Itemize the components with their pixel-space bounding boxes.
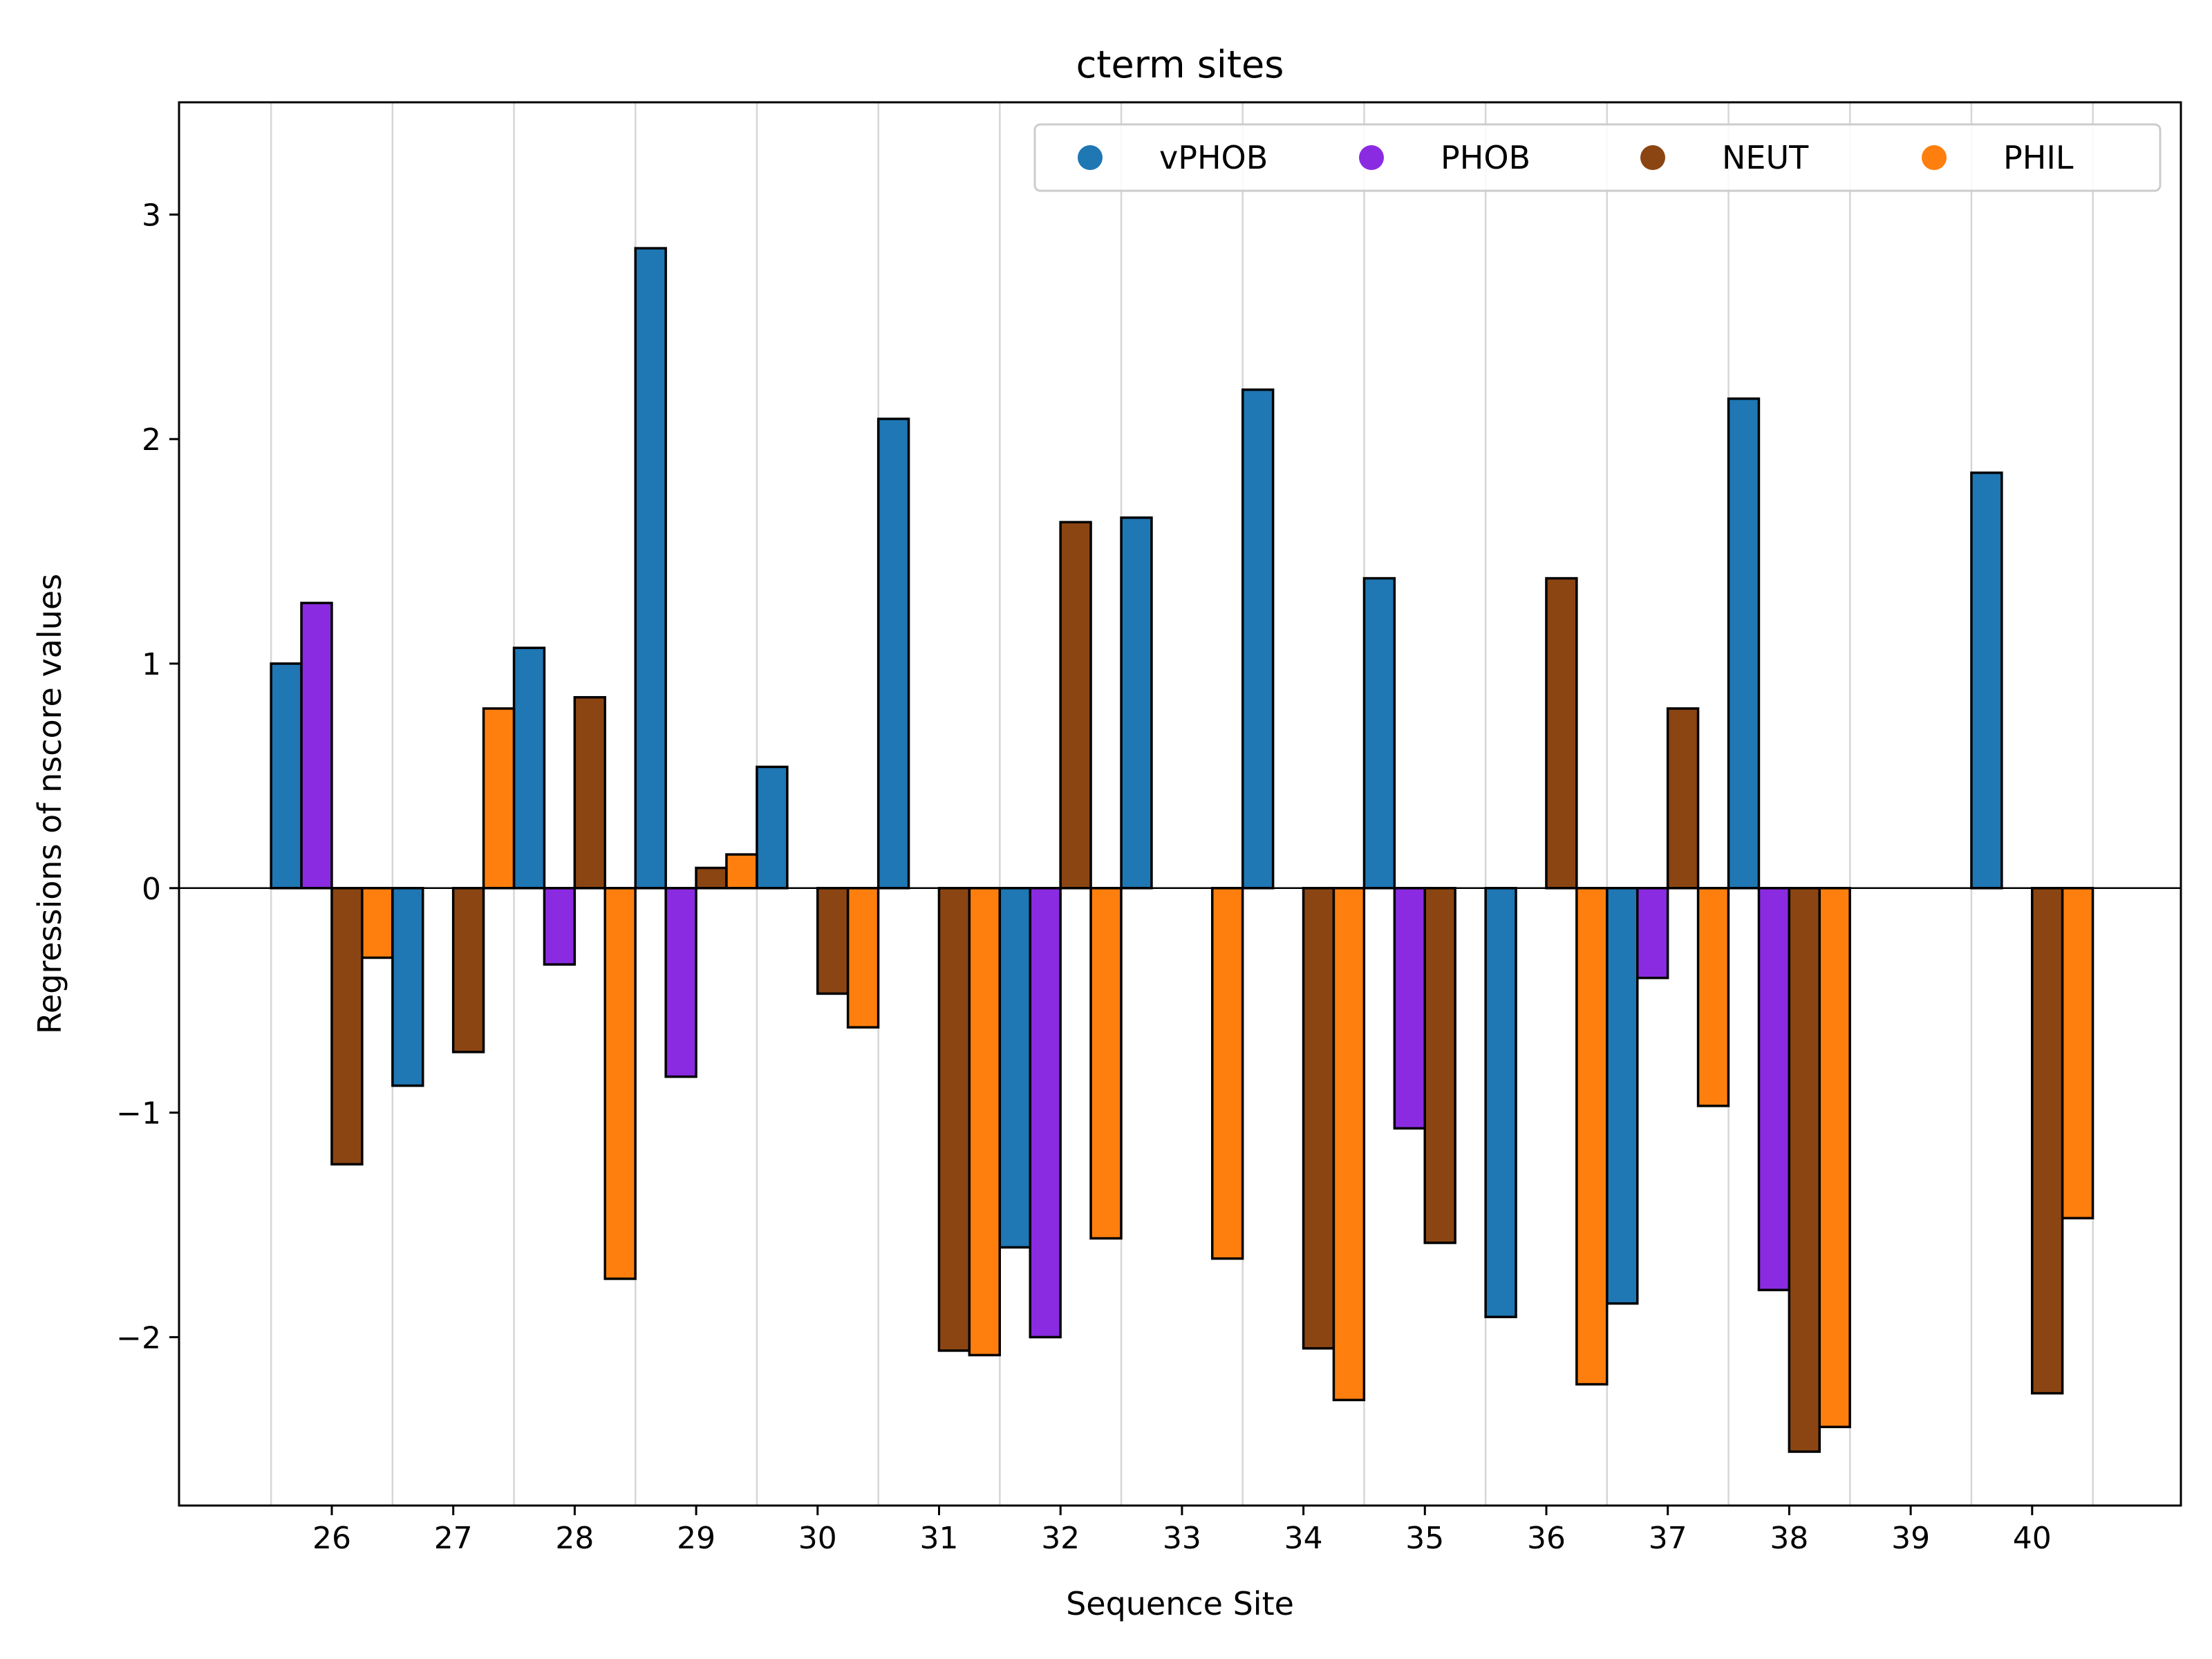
y-tick-label: 1: [142, 647, 161, 682]
x-tick-label: 29: [677, 1521, 715, 1556]
x-tick-label: 33: [1163, 1521, 1201, 1556]
bar-phil-26: [361, 887, 394, 959]
bar-phob-32: [1029, 887, 1062, 1339]
y-tick-label: 2: [142, 422, 161, 458]
x-tick-label: 39: [1891, 1521, 1930, 1556]
bar-phil-40: [2061, 887, 2094, 1220]
bar-vphob-33: [1120, 516, 1153, 890]
y-axis-label: Regressions of nscore values: [31, 574, 68, 1034]
bar-vphob-36: [1484, 887, 1517, 1318]
bar-phob-37: [1636, 887, 1669, 980]
y-tick-label: −2: [116, 1320, 161, 1356]
axis-ticks: 26 27 28 29 30 31 32 33 34 35 36 37 38 39 40 −2 −1 0 1 2 3: [116, 198, 2052, 1556]
x-tick-label: 40: [2013, 1521, 2052, 1556]
bar-neut-27: [451, 887, 485, 1053]
y-tick-label: −1: [116, 1096, 161, 1132]
bar-neut-34: [1302, 887, 1335, 1350]
legend: vPHOB PHOB NEUT PHIL: [1033, 123, 2162, 192]
bar-phil-36: [1575, 887, 1609, 1386]
x-tick-label: 30: [798, 1521, 837, 1556]
legend-marker-phob: [1359, 145, 1384, 170]
x-tick-label: 35: [1405, 1521, 1444, 1556]
x-tick-label: 32: [1041, 1521, 1080, 1556]
x-tick-label: 34: [1284, 1521, 1323, 1556]
legend-box: [1033, 123, 2162, 192]
legend-marker-vphob: [1078, 145, 1103, 170]
bar-phil-31: [968, 887, 1001, 1357]
bar-phil-33: [1211, 887, 1244, 1260]
x-tick-label: 38: [1770, 1521, 1808, 1556]
bar-vphob-28: [512, 646, 546, 890]
x-tick-label: 37: [1649, 1521, 1687, 1556]
bar-neut-37: [1666, 707, 1700, 890]
bar-neut-29: [695, 866, 728, 890]
legend-label-vphob: vPHOB: [1159, 139, 1268, 176]
bar-phil-32: [1089, 887, 1123, 1240]
bar-phob-35: [1393, 887, 1426, 1130]
bar-phil-29: [725, 853, 758, 890]
chart-title: cterm sites: [1076, 43, 1284, 86]
bar-vphob-31: [877, 418, 910, 890]
bar-neut-35: [1423, 887, 1456, 1244]
legend-label-phil: PHIL: [2003, 139, 2074, 176]
bar-vphob-38: [1727, 397, 1761, 890]
bar-phil-34: [1332, 887, 1366, 1402]
x-tick-label: 31: [920, 1521, 959, 1556]
bar-neut-38: [1788, 887, 1821, 1453]
y-tick-label: 3: [142, 198, 161, 233]
bar-neut-36: [1545, 577, 1578, 890]
plot-frame: [178, 101, 2182, 1507]
x-axis-label: Sequence Site: [1066, 1585, 1294, 1622]
bar-phob-38: [1757, 887, 1791, 1291]
bar-phil-28: [603, 887, 637, 1280]
bar-neut-32: [1059, 521, 1092, 890]
bar-vphob-34: [1241, 388, 1275, 890]
bar-neut-30: [816, 887, 850, 995]
bar-phil-37: [1696, 887, 1730, 1107]
bars: [270, 247, 2094, 1453]
bar-vphob-32: [998, 887, 1031, 1249]
bar-vphob-35: [1362, 577, 1396, 890]
x-tick-label: 36: [1527, 1521, 1566, 1556]
y-tick-label: 0: [142, 872, 161, 907]
bar-phob-28: [543, 887, 577, 966]
legend-marker-phil: [1922, 145, 1947, 170]
bar-phil-30: [846, 887, 880, 1029]
bar-neut-26: [330, 887, 364, 1166]
bar-vphob-26: [270, 662, 303, 890]
bar-neut-31: [937, 887, 971, 1352]
x-tick-label: 26: [312, 1521, 351, 1556]
bar-vphob-27: [391, 887, 424, 1087]
legend-label-phob: PHOB: [1441, 139, 1530, 176]
bar-neut-40: [2031, 887, 2064, 1395]
bar-vphob-37: [1606, 887, 1639, 1305]
bar-vphob-40: [1970, 471, 2003, 890]
legend-marker-neut: [1640, 145, 1665, 170]
bar-phil-27: [482, 707, 516, 890]
bar-phob-26: [300, 601, 333, 890]
bar-phil-38: [1818, 887, 1851, 1429]
bar-vphob-30: [756, 765, 789, 890]
legend-label-neut: NEUT: [1722, 139, 1809, 176]
bar-phob-29: [664, 887, 697, 1078]
bar-vphob-29: [634, 247, 667, 890]
x-tick-label: 28: [555, 1521, 594, 1556]
x-tick-label: 27: [434, 1521, 473, 1556]
bar-neut-28: [573, 695, 606, 890]
